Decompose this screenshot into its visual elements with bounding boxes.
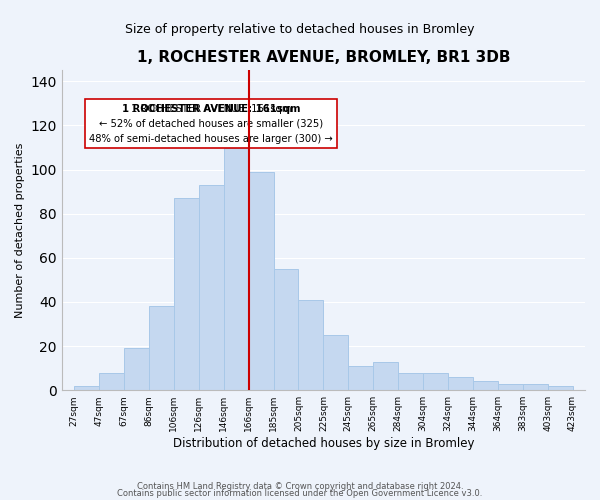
Y-axis label: Number of detached properties: Number of detached properties [15, 142, 25, 318]
X-axis label: Distribution of detached houses by size in Bromley: Distribution of detached houses by size … [173, 437, 474, 450]
Title: 1, ROCHESTER AVENUE, BROMLEY, BR1 3DB: 1, ROCHESTER AVENUE, BROMLEY, BR1 3DB [137, 50, 510, 65]
Bar [323, 335, 349, 390]
Bar [373, 362, 398, 390]
Bar [448, 377, 473, 390]
Bar [224, 148, 248, 390]
Bar [74, 386, 99, 390]
Text: Contains HM Land Registry data © Crown copyright and database right 2024.: Contains HM Land Registry data © Crown c… [137, 482, 463, 491]
Bar [423, 372, 448, 390]
Bar [473, 382, 498, 390]
Text: Size of property relative to detached houses in Bromley: Size of property relative to detached ho… [125, 22, 475, 36]
Bar [298, 300, 323, 390]
Bar [349, 366, 373, 390]
Bar [398, 372, 423, 390]
Text: 1 ROCHESTER AVENUE: 161sqm
← 52% of detached houses are smaller (325)
48% of sem: 1 ROCHESTER AVENUE: 161sqm ← 52% of deta… [89, 104, 333, 144]
Bar [498, 384, 523, 390]
Bar [99, 372, 124, 390]
Bar [124, 348, 149, 390]
Bar [274, 269, 298, 390]
Bar [548, 386, 572, 390]
Text: 1 ROCHESTER AVENUE: 161sqm: 1 ROCHESTER AVENUE: 161sqm [122, 104, 300, 114]
Bar [199, 185, 224, 390]
Bar [523, 384, 548, 390]
Text: Contains public sector information licensed under the Open Government Licence v3: Contains public sector information licen… [118, 489, 482, 498]
Bar [149, 306, 174, 390]
Bar [248, 172, 274, 390]
Bar [174, 198, 199, 390]
